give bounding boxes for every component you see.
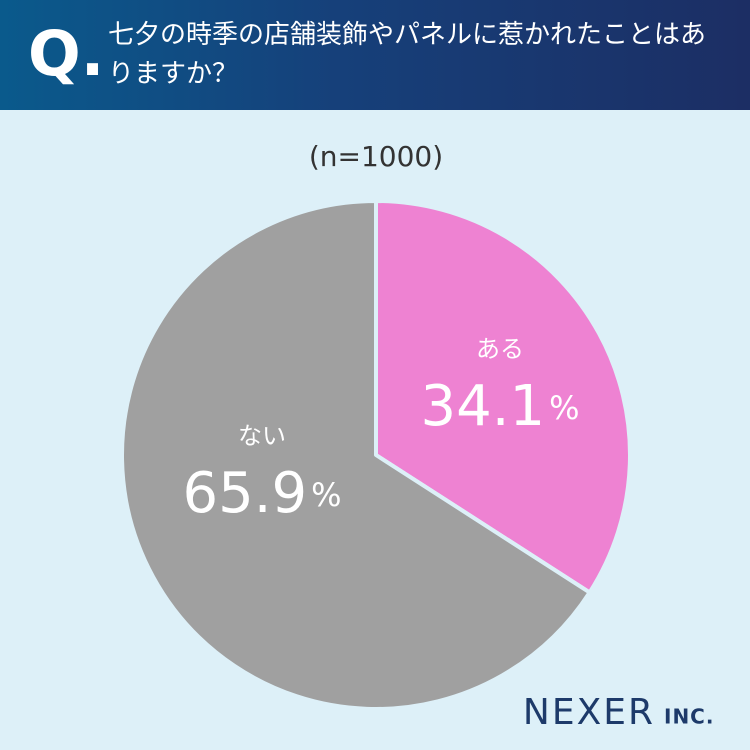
chart-title: 七夕の時季の店舗装飾やパネルに惹かれたことはありますか？: [108, 20, 707, 89]
value-label: 65.9%: [182, 461, 341, 526]
slice-label: ない: [238, 422, 286, 450]
chart-subtitle: (n=1000): [309, 140, 443, 173]
brand-suffix: INC.: [664, 705, 714, 729]
value-label: 34.1%: [420, 374, 579, 439]
brand-name: NEXER: [523, 692, 655, 733]
header: Q. 七夕の時季の店舗装飾やパネルに惹かれたことはありますか？: [0, 0, 750, 110]
pie-slice: [120, 199, 592, 711]
question-mark: Q.: [28, 17, 105, 90]
slice-label: ある: [476, 335, 524, 363]
